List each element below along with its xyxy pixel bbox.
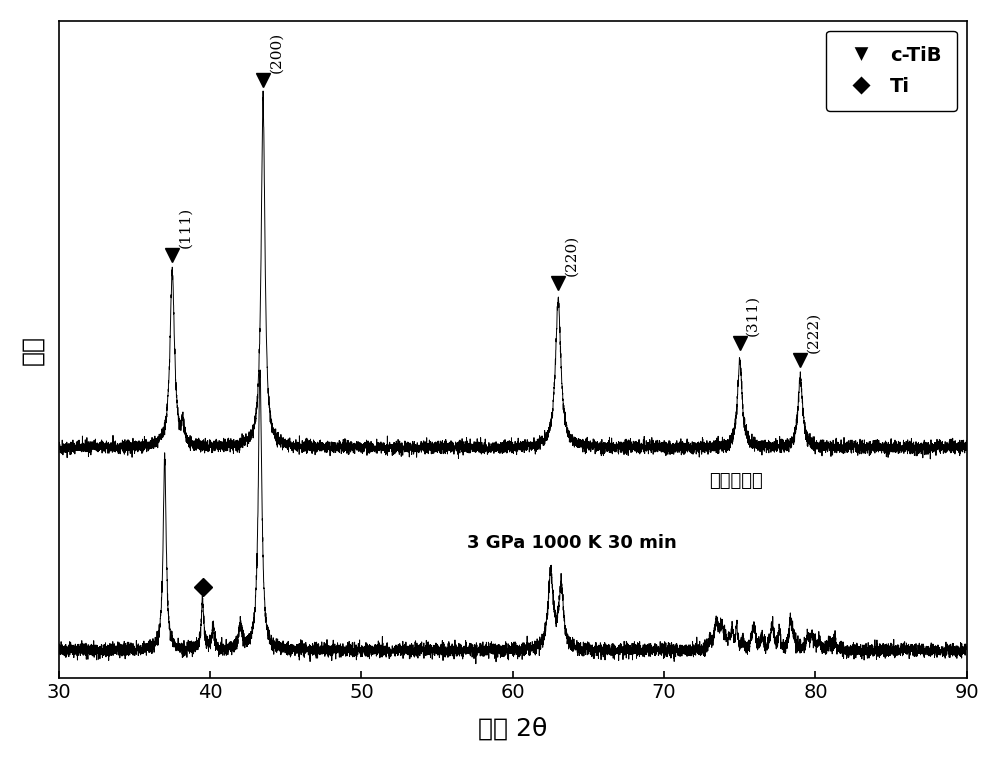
Y-axis label: 强度: 强度 xyxy=(21,335,45,365)
Text: 3 GPa 1000 K 30 min: 3 GPa 1000 K 30 min xyxy=(467,534,677,552)
Text: (200): (200) xyxy=(269,32,283,73)
Text: 热硫酸除钛: 热硫酸除钛 xyxy=(710,472,763,490)
Legend: c-TiB, Ti: c-TiB, Ti xyxy=(826,30,957,111)
X-axis label: 角度 2θ: 角度 2θ xyxy=(478,716,547,740)
Text: (111): (111) xyxy=(178,207,192,248)
Text: (222): (222) xyxy=(806,312,820,353)
Text: (220): (220) xyxy=(564,235,578,276)
Text: (311): (311) xyxy=(746,295,760,336)
